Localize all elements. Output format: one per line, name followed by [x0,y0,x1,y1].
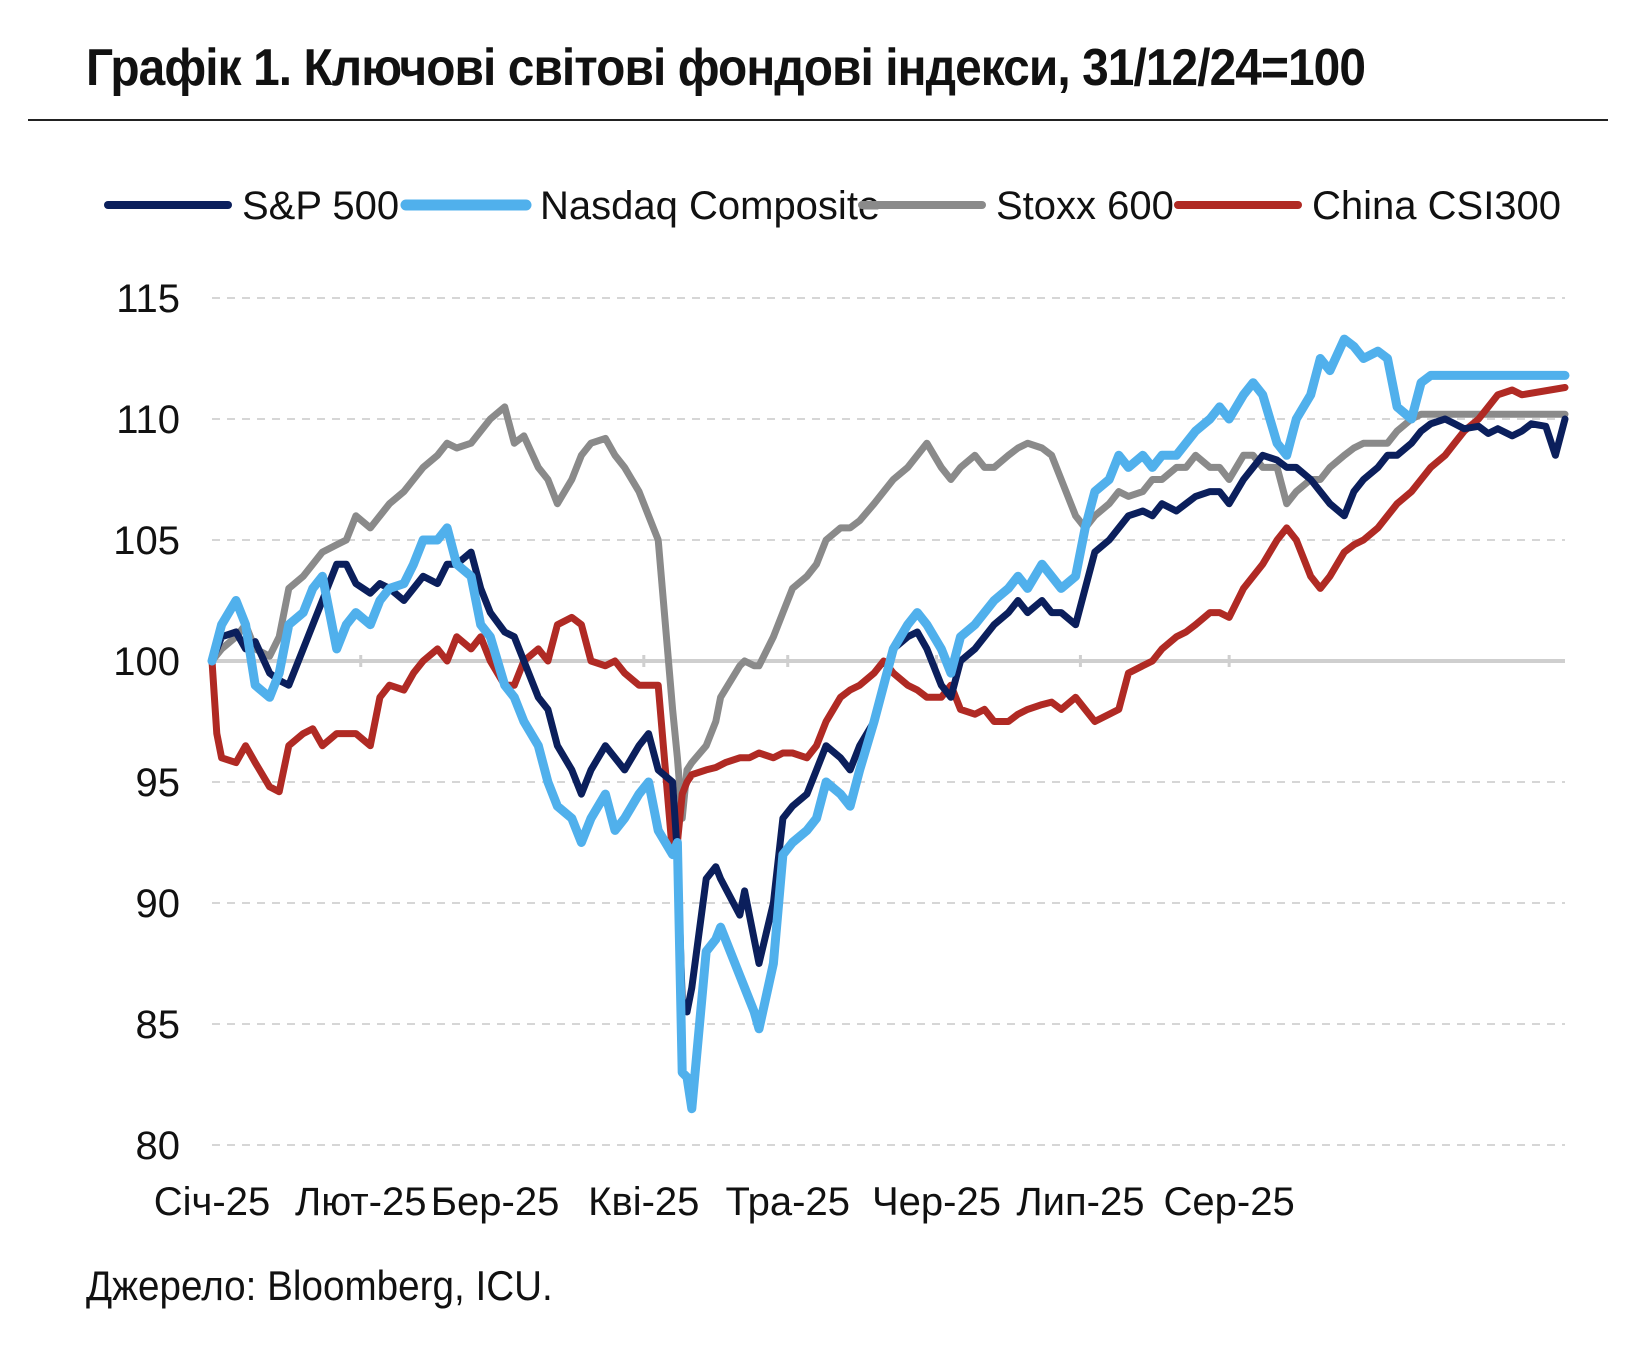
x-tick-label: Тра-25 [725,1180,850,1224]
x-tick-label: Лют-25 [295,1180,427,1224]
chart-title: Графік 1. Ключові світові фондові індекс… [86,39,1366,97]
x-tick-label: Сер-25 [1164,1180,1295,1224]
y-tick-label: 100 [113,640,180,684]
x-tick-label: Січ-25 [154,1180,270,1224]
y-tick-label: 95 [136,761,181,805]
series-line-s-p-500 [208,415,1569,1016]
legend-label: Nasdaq Composite [540,184,880,228]
y-tick-label: 110 [116,398,180,442]
title-divider [28,119,1608,121]
legend-label: S&P 500 [242,184,399,228]
x-axis-tick-labels: Січ-25 Лют-25 Бер-25 Кві-25 Тра-25 Чер-25 Лип-… [154,1180,1295,1224]
x-tick-label: Кві-25 [588,1180,699,1224]
gridlines [212,297,1565,1146]
series-line-china-csi300 [208,384,1569,859]
legend: S&P 500 Nasdaq Composite Stoxx 600 China CS… [104,184,1561,228]
x-tick-label: Лип-25 [1016,1180,1144,1224]
source-note: Джерело: Bloomberg, ICU. [86,1262,553,1309]
series-lines [207,334,1570,1114]
series-line-nasdaq-composite [207,334,1570,1114]
x-tick-label: Чер-25 [872,1180,1001,1224]
series-line-stoxx-600 [208,403,1569,822]
legend-label: Stoxx 600 [996,184,1174,228]
y-tick-label: 115 [116,277,180,321]
y-axis-tick-labels: 80 85 90 95 100 105 110 115 [113,277,180,1168]
x-tick-label: Бер-25 [431,1180,560,1224]
legend-label: China CSI300 [1312,184,1561,228]
y-tick-label: 85 [136,1003,181,1047]
y-tick-label: 80 [136,1124,181,1168]
y-tick-label: 90 [136,882,181,926]
y-tick-label: 105 [113,519,180,563]
